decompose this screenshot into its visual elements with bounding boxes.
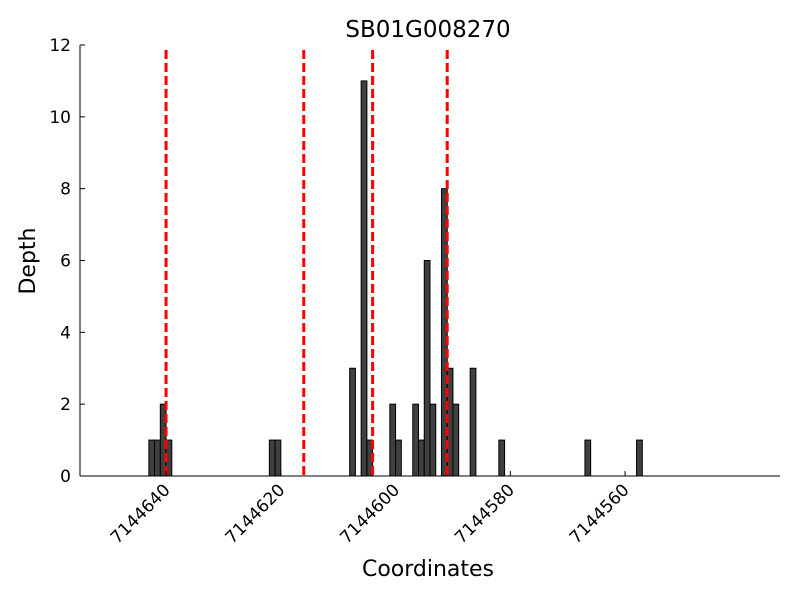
y-tick-label: 12 [49,36,71,56]
bar [469,367,477,477]
bar [389,403,397,477]
bar [412,403,420,477]
bar [148,439,156,477]
plot-area [148,50,643,477]
bar [452,403,460,477]
x-axis-label: Coordinates [362,557,494,582]
bar [636,439,643,477]
bar [498,439,506,477]
bar [418,439,425,477]
bar [268,439,276,477]
x-tick-label: 7144600 [336,480,404,548]
bar [274,439,282,477]
y-axis-label: Depth [16,227,41,294]
bar [395,439,402,477]
y-tick-label: 2 [60,395,71,415]
x-tick-label: 7144560 [566,480,634,548]
x-tick-label: 7144640 [107,480,175,548]
x-tick-label: 7144580 [451,480,519,548]
y-tick-label: 0 [60,467,71,487]
bar [429,403,437,477]
y-tick-label: 8 [60,180,71,200]
y-tick-label: 10 [49,108,71,128]
bar [154,439,161,477]
bar [360,80,368,477]
x-tick-label: 7144620 [222,480,290,548]
bar [423,260,431,477]
bar [349,367,356,477]
y-tick-label: 4 [60,323,71,343]
y-tick-label: 6 [60,252,71,272]
bar [584,439,592,477]
chart-title: SB01G008270 [345,17,510,43]
